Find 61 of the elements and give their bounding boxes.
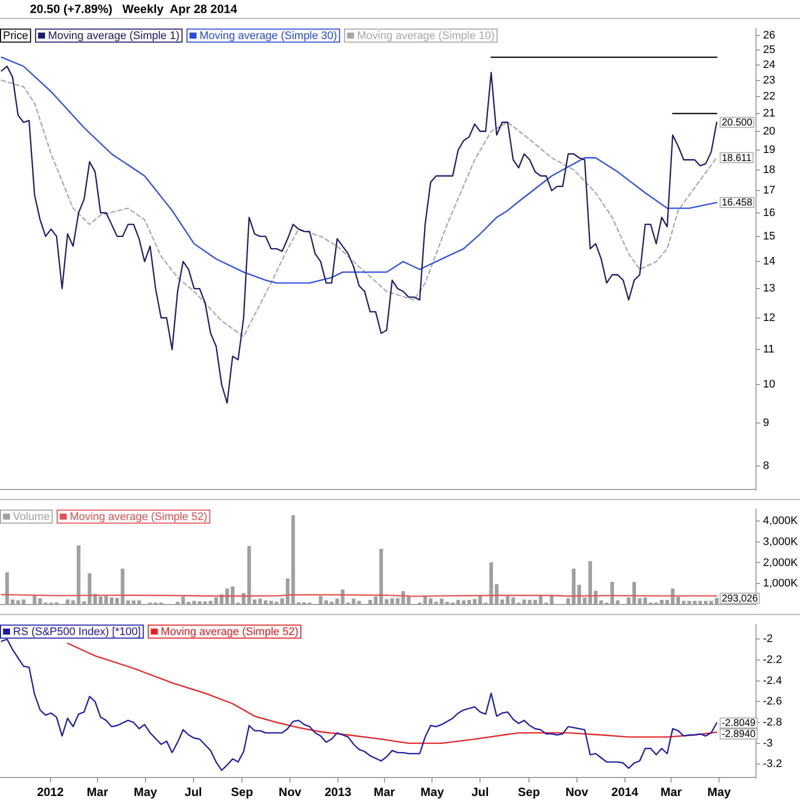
y-tick-label: 3,000K: [763, 536, 799, 548]
y-tick-label: -3: [763, 737, 773, 750]
y-tick-label: 23: [763, 74, 776, 86]
legend-label: Moving average (Simple 30): [200, 30, 338, 42]
y-tick-label: -2.8: [763, 716, 782, 728]
y-tick-label: 10: [763, 378, 776, 390]
x-tick-label: 2014: [611, 785, 638, 800]
x-tick-label: May: [134, 785, 158, 800]
x-tick-label: Jul: [471, 785, 489, 800]
x-tick-label: May: [707, 785, 732, 800]
y-tick-label: 16: [763, 206, 776, 219]
annotation: -2.8940: [722, 729, 756, 740]
legend-label: Volume: [13, 511, 50, 524]
y-tick-label: 11: [763, 344, 774, 356]
y-tick-label: 22: [763, 90, 776, 103]
y-tick-label: 14: [763, 256, 776, 268]
legend-label: Moving average (Simple 52): [160, 626, 298, 638]
x-tick-label: Nov: [565, 785, 588, 800]
y-tick-label: -2.4: [763, 674, 782, 687]
annotation: 293,026: [722, 594, 758, 605]
y-tick-label: 8: [763, 460, 770, 472]
y-tick-label: 21: [763, 108, 776, 120]
y-tick-label: -2: [763, 633, 773, 646]
x-tick-label: Mar: [86, 785, 108, 800]
x-tick-label: Jul: [184, 785, 202, 800]
y-tick-label: 25: [763, 44, 776, 56]
annotation: 18.611: [722, 152, 752, 164]
x-tick-label: Sep: [231, 785, 254, 800]
annotation: 16.458: [722, 198, 753, 209]
x-tick-label: 2012: [36, 785, 64, 800]
legend-label: Moving average (Simple 52): [70, 511, 208, 524]
y-tick-label: 17: [763, 184, 776, 197]
y-tick-label: 24: [763, 58, 776, 71]
legend-title: Price: [3, 30, 28, 42]
x-tick-label: Mar: [660, 785, 682, 800]
y-tick-label: -2.2: [763, 654, 782, 666]
y-tick-label: 13: [763, 282, 776, 295]
legend-label: Moving average (Simple 10): [357, 30, 495, 42]
y-tick-label: -2.6: [763, 696, 782, 708]
legend-label: RS (S&P500 Index) [*100]: [13, 626, 141, 638]
y-tick-label: 15: [763, 230, 776, 242]
x-tick-label: Mar: [374, 785, 396, 800]
y-tick-label: 26: [763, 30, 776, 42]
y-tick-label: 9: [763, 416, 770, 429]
x-tick-label: May: [420, 785, 444, 800]
x-tick-label: Nov: [278, 785, 302, 800]
y-tick-label: 12: [763, 312, 776, 324]
x-tick-label: Sep: [518, 785, 540, 800]
legend-label: Moving average (Simple 1): [48, 30, 180, 42]
line-series: [0, 80, 718, 338]
y-tick-label: 20: [763, 125, 776, 138]
y-tick-label: 18: [763, 164, 776, 176]
y-tick-label: 19: [763, 144, 776, 156]
y-tick-label: 4,000K: [763, 515, 799, 528]
annotation: -2.8049: [722, 718, 756, 730]
y-tick-label: -3.2: [763, 758, 782, 770]
y-tick-label: 2,000K: [763, 556, 799, 569]
x-tick-label: 2013: [324, 785, 352, 800]
chart-title: 20.50 (+7.89%) Weekly Apr 28 2014: [30, 2, 238, 16]
y-tick-label: 1,000K: [763, 578, 799, 590]
annotation: 20.500: [722, 118, 753, 129]
